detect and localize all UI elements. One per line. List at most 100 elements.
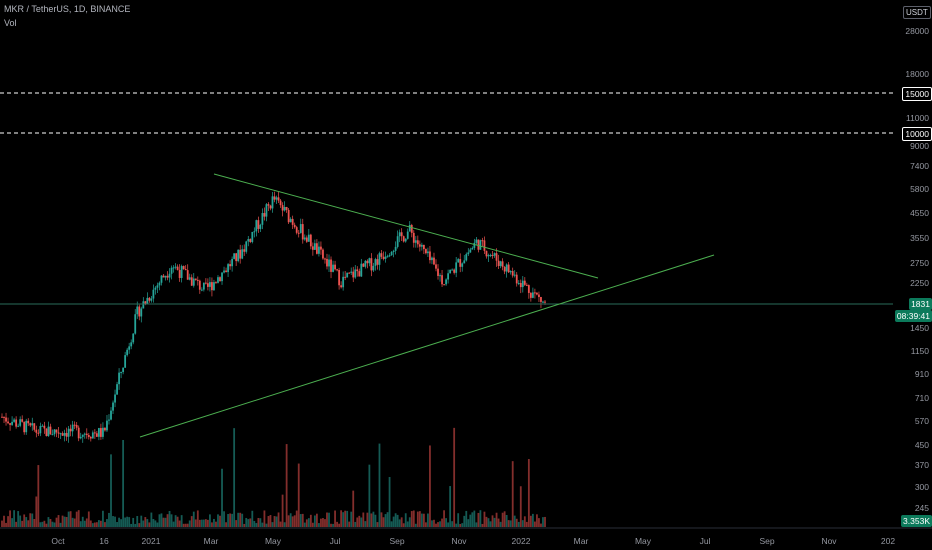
time-tick: May (264, 536, 282, 546)
level-tag-10000[interactable]: 10000 (902, 127, 932, 141)
volume-bar (124, 517, 127, 527)
volume-bar (519, 486, 522, 527)
volume-bar (65, 517, 68, 527)
volume-bar (192, 511, 195, 527)
volume-bar (378, 443, 381, 527)
candle-body (1, 416, 3, 418)
volume-bar (469, 514, 472, 527)
volume-bar (33, 518, 36, 527)
volume-bar (429, 445, 431, 527)
candle-body (429, 251, 431, 261)
volume-bar (392, 516, 395, 527)
volume-bar (190, 516, 193, 527)
candle-body (289, 218, 292, 223)
candle-body (416, 240, 419, 245)
candle-body (17, 425, 20, 427)
candle-body (41, 425, 44, 427)
candle-body (439, 275, 441, 277)
lower-trendline[interactable] (139, 254, 715, 438)
volume-bar (15, 521, 18, 527)
candle-body (475, 239, 478, 243)
volume-bar (471, 512, 474, 527)
symbol-title[interactable]: MKR / TetherUS, 1D, BINANCE (4, 4, 131, 14)
price-axis[interactable]: 28000 18000 11000 9000 7400 5800 4550 35… (893, 0, 932, 528)
candle-body (527, 285, 530, 293)
candle-body (354, 269, 357, 278)
candle-body (378, 253, 381, 265)
volume-bar (309, 514, 312, 527)
candle-body (459, 259, 462, 267)
volume-bar (146, 519, 149, 527)
candle-body (519, 283, 522, 288)
volume-bar (435, 523, 437, 527)
volume-bar (174, 515, 177, 527)
volume-bar (164, 517, 167, 527)
volume-bar (55, 517, 58, 527)
candle-body (410, 225, 413, 233)
volume-bar (200, 519, 203, 527)
volume-bar (11, 518, 13, 527)
candle-body (118, 372, 120, 385)
candle-body (200, 289, 203, 291)
volume-bar (439, 521, 441, 527)
candle-body (198, 280, 201, 290)
volume-bar (408, 517, 411, 527)
candle-body (398, 232, 401, 237)
price-tick: 28000 (905, 26, 929, 36)
candle-body (455, 262, 458, 273)
candle-body (281, 205, 284, 211)
candle-body (245, 241, 248, 252)
candle-body (114, 394, 116, 403)
candle-body (43, 425, 46, 429)
candle-body (382, 256, 385, 259)
volume-bar (215, 521, 217, 527)
candle-body (453, 269, 456, 273)
volume-bar (513, 515, 516, 527)
volume-bar (318, 523, 320, 527)
volume-bar (257, 517, 260, 527)
candle-body (408, 225, 411, 232)
candle-body (239, 249, 242, 259)
volume-bar (497, 518, 500, 527)
candle-body (467, 252, 470, 255)
volume-bar (239, 512, 242, 527)
volume-bar (358, 515, 361, 527)
volume-bar (287, 515, 290, 527)
candle-body (346, 272, 349, 278)
volume-bar (170, 514, 173, 527)
candle-body (271, 196, 274, 209)
candle-body (39, 426, 42, 434)
price-tick: 4550 (910, 208, 929, 218)
currency-badge[interactable]: USDT (903, 6, 931, 19)
candle-body (31, 423, 34, 426)
candle-body (110, 410, 112, 420)
volume-indicator-label[interactable]: Vol (4, 18, 17, 28)
upper-trendline[interactable] (213, 173, 599, 279)
candle-body (104, 427, 106, 431)
volume-bar (217, 514, 219, 527)
candle-body (21, 419, 24, 422)
volume-bar (493, 517, 496, 527)
candle-body (311, 246, 314, 250)
candle-body (91, 432, 94, 439)
volume-bar (13, 510, 16, 527)
volume-bar (410, 511, 413, 527)
candle-body (89, 436, 92, 439)
volume-bar (166, 514, 169, 527)
volume-bar (336, 521, 338, 527)
volume-bar (249, 518, 252, 527)
level-tag-15000[interactable]: 15000 (902, 87, 932, 101)
volume-bar (160, 513, 163, 527)
candle-body (332, 264, 334, 272)
volume-bar (142, 520, 145, 527)
volume-bar (511, 461, 514, 527)
volume-bar (235, 520, 238, 527)
candle-body (427, 251, 429, 254)
volume-bar (542, 517, 544, 527)
candle-body (295, 227, 298, 233)
candle-body (370, 258, 373, 271)
volume-bar (445, 518, 447, 527)
candle-body (465, 254, 468, 261)
volume-bar (418, 511, 421, 527)
